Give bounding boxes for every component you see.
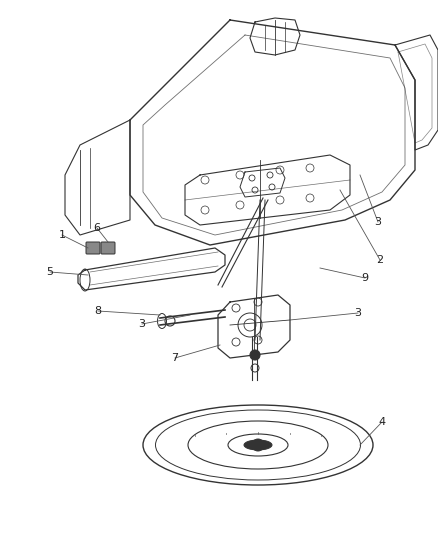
Text: 5: 5 xyxy=(46,267,53,277)
Text: 8: 8 xyxy=(95,306,102,316)
Circle shape xyxy=(252,439,264,451)
Text: 2: 2 xyxy=(376,255,384,265)
Text: 4: 4 xyxy=(378,417,385,427)
Text: 3: 3 xyxy=(374,217,381,227)
FancyBboxPatch shape xyxy=(101,242,115,254)
Text: 7: 7 xyxy=(171,353,179,363)
FancyBboxPatch shape xyxy=(86,242,100,254)
Text: 6: 6 xyxy=(93,223,100,233)
Text: 3: 3 xyxy=(138,319,145,329)
Text: 9: 9 xyxy=(361,273,368,283)
Circle shape xyxy=(250,350,260,360)
Text: 3: 3 xyxy=(354,308,361,318)
Ellipse shape xyxy=(244,440,272,450)
Text: 1: 1 xyxy=(59,230,66,240)
